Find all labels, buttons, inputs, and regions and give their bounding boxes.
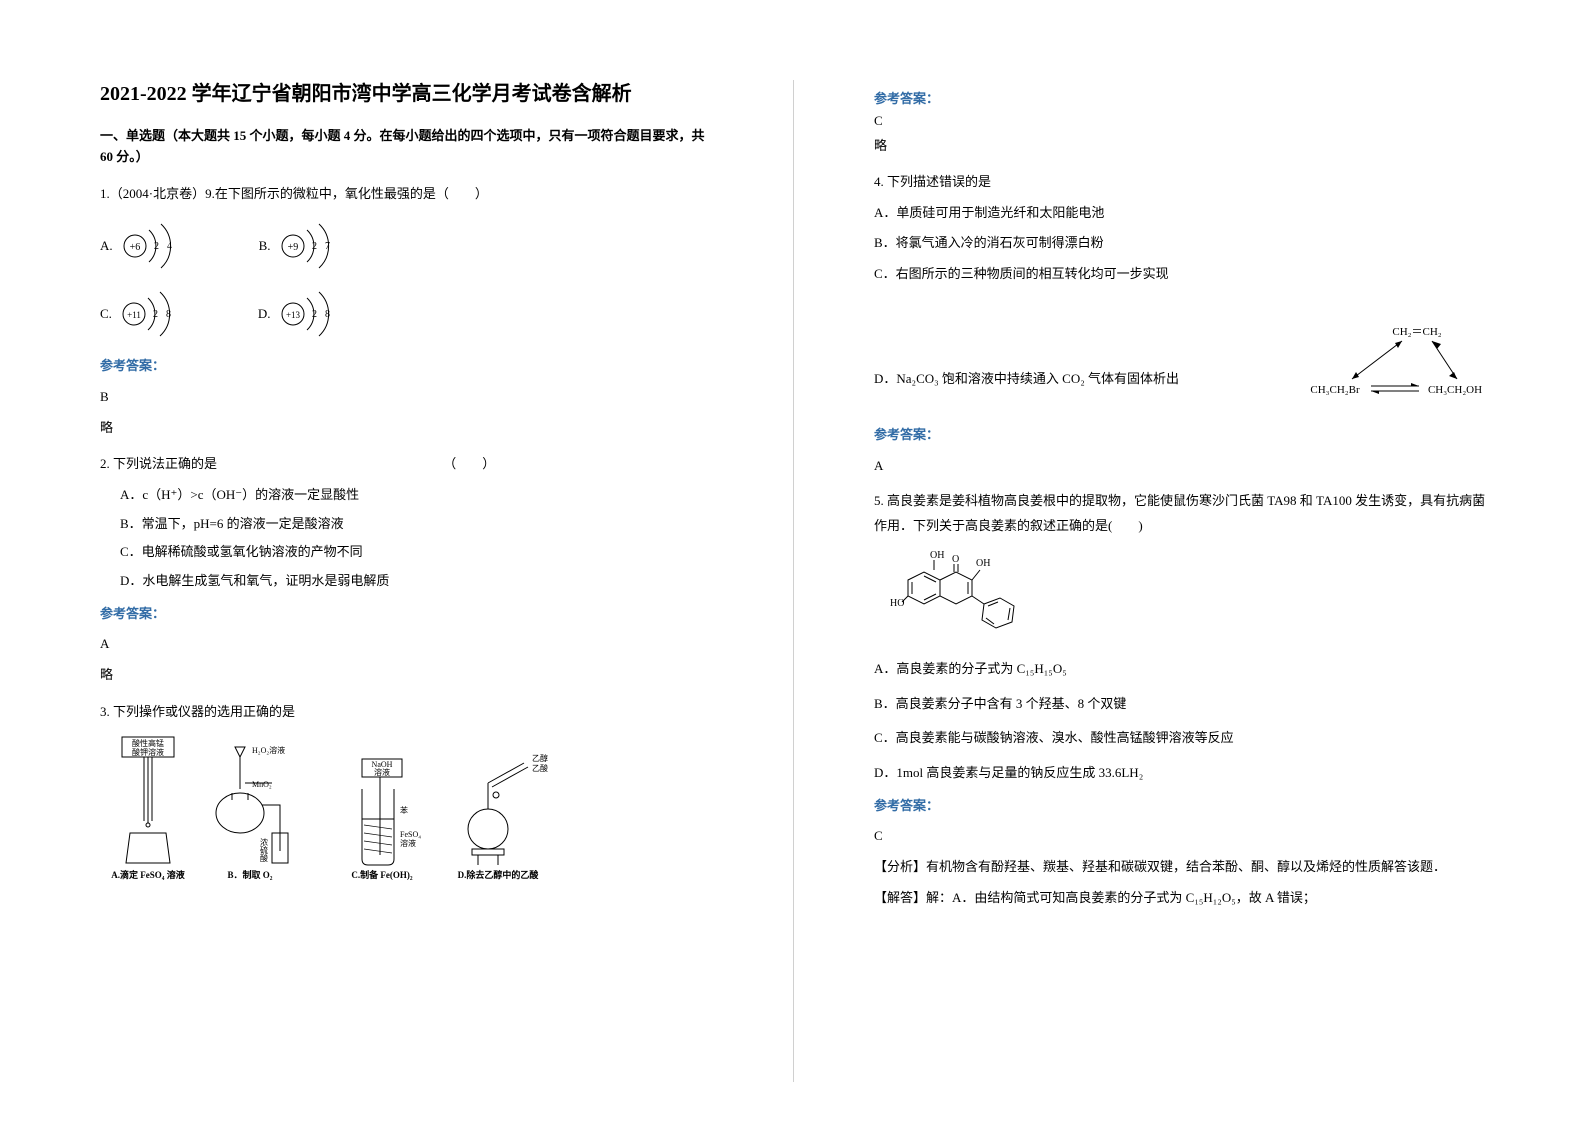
svg-text:HO: HO: [890, 598, 904, 609]
column-divider: [793, 80, 794, 1082]
svg-text:4: 4: [167, 241, 172, 252]
q4-option-c: C．右图所示的三种物质间的相互转化均可一步实现: [874, 262, 1487, 287]
q4-answer: A: [874, 454, 1487, 479]
q1-atom-a-label: A.: [100, 234, 113, 259]
q2-option-a: A．c（H⁺）>c（OH⁻）的溶液一定显酸性: [120, 483, 713, 508]
svg-text:MnO₂: MnO₂: [252, 780, 272, 789]
q2-stem: 2. 下列说法正确的是 （ ）: [100, 452, 713, 477]
q1-atom-d: D. +13 2 8: [258, 286, 347, 342]
question-5: 5. 高良姜素是姜科植物高良姜根中的提取物，它能使鼠伤寒沙门氏菌 TA98 和 …: [874, 489, 1487, 911]
right-column: 参考答案： C 略 4. 下列描述错误的是 A．单质硅可用于制造光纤和太阳能电池…: [874, 80, 1487, 1082]
q3-omit: 略: [874, 135, 1487, 154]
q2-option-c: C．电解稀硫酸或氢氧化钠溶液的产物不同: [120, 540, 713, 565]
q2-answer: A: [100, 632, 713, 657]
svg-text:CH₂＝CH₂: CH₂＝CH₂: [1392, 326, 1441, 338]
svg-text:酸: 酸: [260, 853, 268, 863]
q5-answer-label: 参考答案：: [874, 794, 1487, 819]
q2-omit: 略: [100, 663, 713, 688]
question-3: 3. 下列操作或仪器的选用正确的是 酸性高锰 酸钾溶液 A.滴定 FeSO₄ 溶…: [100, 700, 713, 891]
svg-text:乙酸: 乙酸: [532, 763, 548, 773]
question-1: 1.（2004·北京卷）9.在下图所示的微粒中，氧化性最强的是（ ） A. +6…: [100, 182, 713, 441]
q1-atom-c-label: C.: [100, 302, 112, 327]
reaction-triangle-icon: CH₂＝CH₂ CH₃CH₂Br CH₃CH₂OH: [1297, 323, 1487, 399]
q5-option-c: C．高良姜素能与碳酸钠溶液、溴水、酸性高锰酸钾溶液等反应: [874, 726, 1487, 751]
svg-text:2: 2: [153, 309, 158, 320]
svg-text:乙醇: 乙醇: [532, 753, 548, 763]
q1-atom-row-2: C. +11 2 8 D. +13: [100, 286, 713, 342]
svg-text:B．制取 O₂: B．制取 O₂: [228, 869, 273, 880]
svg-text:8: 8: [166, 309, 171, 320]
atom-diagram-icon: +13 2 8: [277, 286, 347, 342]
svg-text:O: O: [952, 554, 959, 565]
atom-diagram-icon: +6 2 4: [119, 218, 189, 274]
exam-title: 2021-2022 学年辽宁省朝阳市湾中学高三化学月考试卷含解析: [100, 80, 713, 108]
q5-stem: 5. 高良姜素是姜科植物高良姜根中的提取物，它能使鼠伤寒沙门氏菌 TA98 和 …: [874, 489, 1487, 538]
atom-diagram-icon: +11 2 8: [118, 286, 188, 342]
svg-text:+6: +6: [129, 242, 140, 253]
q5-option-b: B．高良姜素分子中含有 3 个羟基、8 个双键: [874, 692, 1487, 717]
svg-text:2: 2: [312, 309, 317, 320]
atom-diagram-icon: +9 2 7: [277, 218, 347, 274]
q1-atom-c: C. +11 2 8: [100, 286, 188, 342]
q1-stem: 1.（2004·北京卷）9.在下图所示的微粒中，氧化性最强的是（ ）: [100, 182, 713, 207]
svg-text:+9: +9: [287, 242, 298, 253]
q4-option-a: A．单质硅可用于制造光纤和太阳能电池: [874, 201, 1487, 226]
q3-answer: C: [874, 113, 1487, 129]
q2-option-b: B．常温下，pH=6 的溶液一定是酸溶液: [120, 512, 713, 537]
q1-answer: B: [100, 385, 713, 410]
q1-atom-a: A. +6 2 4: [100, 218, 189, 274]
svg-text:溶液: 溶液: [400, 838, 416, 848]
q1-atom-b: B. +9 2 7: [259, 218, 347, 274]
svg-text:D.除去乙醇中的乙酸: D.除去乙醇中的乙酸: [458, 869, 540, 880]
svg-text:溶液: 溶液: [374, 767, 390, 777]
left-column: 2021-2022 学年辽宁省朝阳市湾中学高三化学月考试卷含解析 一、单选题（本…: [100, 80, 713, 1082]
question-2: 2. 下列说法正确的是 （ ） A．c（H⁺）>c（OH⁻）的溶液一定显酸性 B…: [100, 452, 713, 688]
q5-option-d: D．1mol 高良姜素与足量的钠反应生成 33.6LH₂: [874, 761, 1487, 786]
question-4: 4. 下列描述错误的是 A．单质硅可用于制造光纤和太阳能电池 B．将氯气通入冷的…: [874, 170, 1487, 479]
q4-answer-label: 参考答案：: [874, 423, 1487, 448]
q1-answer-label: 参考答案：: [100, 354, 713, 379]
svg-text:苯: 苯: [400, 805, 408, 815]
q3-answer-label: 参考答案：: [874, 88, 1487, 107]
svg-text:8: 8: [325, 309, 330, 320]
apparatus-diagram-icon: 酸性高锰 酸钾溶液 A.滴定 FeSO₄ 溶液 H₂O₂溶液 MnO₂: [100, 733, 560, 883]
svg-text:酸钾溶液: 酸钾溶液: [132, 747, 164, 757]
svg-text:+11: +11: [127, 310, 141, 320]
q3-stem: 3. 下列操作或仪器的选用正确的是: [100, 700, 713, 725]
svg-text:FeSO₄: FeSO₄: [400, 830, 421, 839]
svg-text:CH₃CH₂OH: CH₃CH₂OH: [1428, 384, 1482, 396]
q4-stem: 4. 下列描述错误的是: [874, 170, 1487, 195]
svg-text:OH: OH: [976, 558, 990, 569]
svg-text:酸性高锰: 酸性高锰: [132, 738, 164, 748]
q1-omit: 略: [100, 416, 713, 441]
molecule-icon: OH O OH HO: [888, 548, 1038, 634]
q5-option-a: A．高良姜素的分子式为 C₁₅H₁₅O₅: [874, 657, 1487, 682]
q5-answer: C: [874, 824, 1487, 849]
svg-text:H₂O₂溶液: H₂O₂溶液: [252, 745, 285, 755]
svg-text:C.制备 Fe(OH)₂: C.制备 Fe(OH)₂: [351, 869, 412, 880]
svg-text:CH₃CH₂Br: CH₃CH₂Br: [1310, 384, 1360, 396]
svg-text:2: 2: [312, 241, 317, 252]
q1-atom-row-1: A. +6 2 4 B. +9: [100, 218, 713, 274]
q2-option-d: D．水电解生成氢气和氧气，证明水是弱电解质: [120, 569, 713, 594]
q1-atom-d-label: D.: [258, 302, 271, 327]
q2-answer-label: 参考答案：: [100, 602, 713, 627]
q3-apparatus: 酸性高锰 酸钾溶液 A.滴定 FeSO₄ 溶液 H₂O₂溶液 MnO₂: [100, 733, 713, 892]
q4-option-b: B．将氯气通入冷的消石灰可制得漂白粉: [874, 231, 1487, 256]
section-1-header: 一、单选题（本大题共 15 个小题，每小题 4 分。在每小题给出的四个选项中，只…: [100, 126, 713, 168]
svg-text:A.滴定 FeSO₄ 溶液: A.滴定 FeSO₄ 溶液: [111, 869, 185, 880]
svg-text:OH: OH: [930, 550, 944, 561]
q5-structure: OH O OH HO: [888, 548, 1487, 643]
q1-atom-b-label: B.: [259, 234, 271, 259]
q4-reaction-diagram: CH₂＝CH₂ CH₃CH₂Br CH₃CH₂OH: [1297, 323, 1487, 408]
svg-text:7: 7: [325, 241, 330, 252]
svg-text:+13: +13: [286, 310, 301, 320]
svg-text:2: 2: [154, 241, 159, 252]
q5-analysis: 【分析】有机物含有酚羟基、羰基、羟基和碳碳双键，结合苯酚、酮、醇以及烯烃的性质解…: [874, 855, 1487, 880]
page: 2021-2022 学年辽宁省朝阳市湾中学高三化学月考试卷含解析 一、单选题（本…: [100, 80, 1487, 1082]
q5-solution: 【解答】解：A．由结构简式可知高良姜素的分子式为 C₁₅H₁₂O₅，故 A 错误…: [874, 886, 1487, 911]
q2-options: A．c（H⁺）>c（OH⁻）的溶液一定显酸性 B．常温下，pH=6 的溶液一定是…: [120, 483, 713, 594]
